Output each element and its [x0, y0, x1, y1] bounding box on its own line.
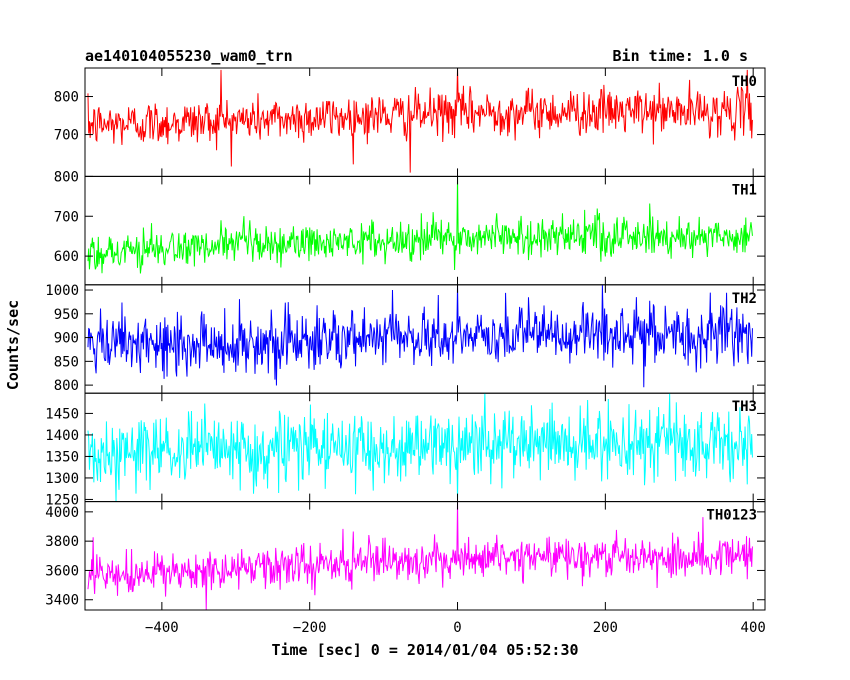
x-tick-label: −400	[145, 620, 179, 636]
y-tick-label: 1400	[45, 428, 79, 444]
chart-title: ae140104055230_wam0_trn	[85, 47, 293, 65]
y-tick-label: 950	[54, 307, 79, 323]
y-tick-label: 3800	[45, 534, 79, 550]
x-tick-label: 0	[453, 620, 461, 636]
y-tick-label: 3400	[45, 593, 79, 609]
panel-th0: 700 800 TH0	[54, 67, 766, 177]
y-tick-label: 1300	[45, 471, 79, 487]
panel-th3: 1250 1300 1350 1400 1450 TH3	[45, 392, 766, 508]
panel-frame	[84, 501, 766, 611]
y-tick-label: 800	[54, 378, 79, 394]
panel-label-th3: TH3	[732, 399, 757, 415]
y-tick-label: 1000	[45, 283, 79, 299]
y-tick-label: 1350	[45, 449, 79, 465]
panel-label-th0123: TH0123	[706, 508, 757, 524]
y-axis-label: Counts/sec	[4, 300, 22, 390]
x-tick-label: 200	[593, 620, 618, 636]
y-tick-label: 3600	[45, 563, 79, 579]
x-tick-label: −200	[293, 620, 327, 636]
panels-group: 700 800 TH0 600 700 800 TH1 800 850 900 950 1000 TH2…	[45, 67, 766, 611]
y-tick-label: 700	[54, 128, 79, 144]
y-tick-label: 700	[54, 209, 79, 225]
series-th0-line	[87, 68, 753, 173]
panel-label-th0: TH0	[732, 74, 757, 90]
y-tick-label: 900	[54, 331, 79, 347]
series-th2-line	[87, 285, 753, 388]
panel-label-th2: TH2	[732, 291, 757, 307]
x-axis-label: Time [sec] 0 = 2014/01/04 05:52:30	[271, 641, 578, 659]
y-tick-label: 4000	[45, 505, 79, 521]
y-tick-label: 1250	[45, 492, 79, 508]
series-th1-line	[87, 176, 753, 274]
bin-time-label: Bin time: 1.0 s	[613, 47, 748, 65]
y-tick-label: 850	[54, 354, 79, 370]
y-tick-label: 600	[54, 249, 79, 265]
y-tick-label: 1450	[45, 406, 79, 422]
panel-frame	[84, 67, 766, 177]
x-tick-label: 400	[741, 620, 766, 636]
y-tick-label: 800	[54, 90, 79, 106]
panel-label-th1: TH1	[732, 182, 757, 198]
x-axis: −400 −200 0 200 400	[145, 620, 766, 636]
panel-th2: 800 850 900 950 1000 TH2	[45, 283, 766, 394]
y-tick-label: 800	[54, 169, 79, 185]
series-th3-line	[87, 393, 753, 502]
panel-th0123: 3400 3600 3800 4000 TH0123	[45, 501, 766, 611]
panel-frame	[84, 175, 766, 286]
series-th0123-line	[87, 501, 753, 611]
panel-th1: 600 700 800 TH1	[54, 169, 766, 286]
